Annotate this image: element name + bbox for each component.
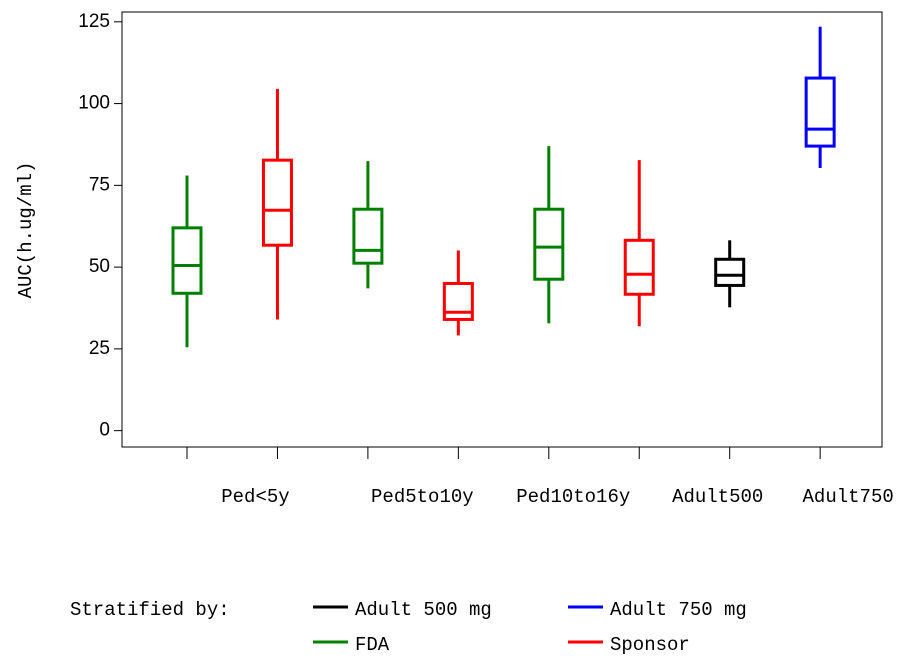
y-tick-label: 25 — [89, 338, 110, 359]
box — [533, 207, 565, 281]
y-tick-label: 75 — [89, 174, 110, 195]
box — [442, 281, 474, 321]
y-tick-label: 100 — [78, 93, 110, 114]
y-tick-label: 50 — [89, 256, 110, 277]
legend-title: Stratified by: — [70, 599, 230, 621]
y-axis-label: AUC(h.ug/ml) — [15, 162, 37, 299]
x-tick-label: Ped<5y — [221, 486, 289, 508]
y-tick-label: 0 — [99, 420, 110, 441]
box — [714, 257, 746, 287]
box — [171, 226, 203, 295]
x-tick-label: Adult500 — [672, 486, 763, 508]
box — [261, 158, 293, 247]
x-tick-label: Ped10to16y — [516, 486, 630, 508]
y-tick-label: 125 — [78, 11, 110, 32]
x-tick-label: Adult750 — [803, 486, 894, 508]
box — [804, 76, 836, 148]
box — [623, 238, 655, 296]
legend-label: FDA — [355, 634, 390, 656]
box — [352, 207, 384, 265]
plot-frame — [121, 11, 883, 448]
legend-label: Adult 750 mg — [610, 599, 747, 621]
legend-label: Sponsor — [610, 634, 690, 656]
legend-label: Adult 500 mg — [355, 599, 492, 621]
x-tick-label: Ped5to10y — [371, 486, 474, 508]
